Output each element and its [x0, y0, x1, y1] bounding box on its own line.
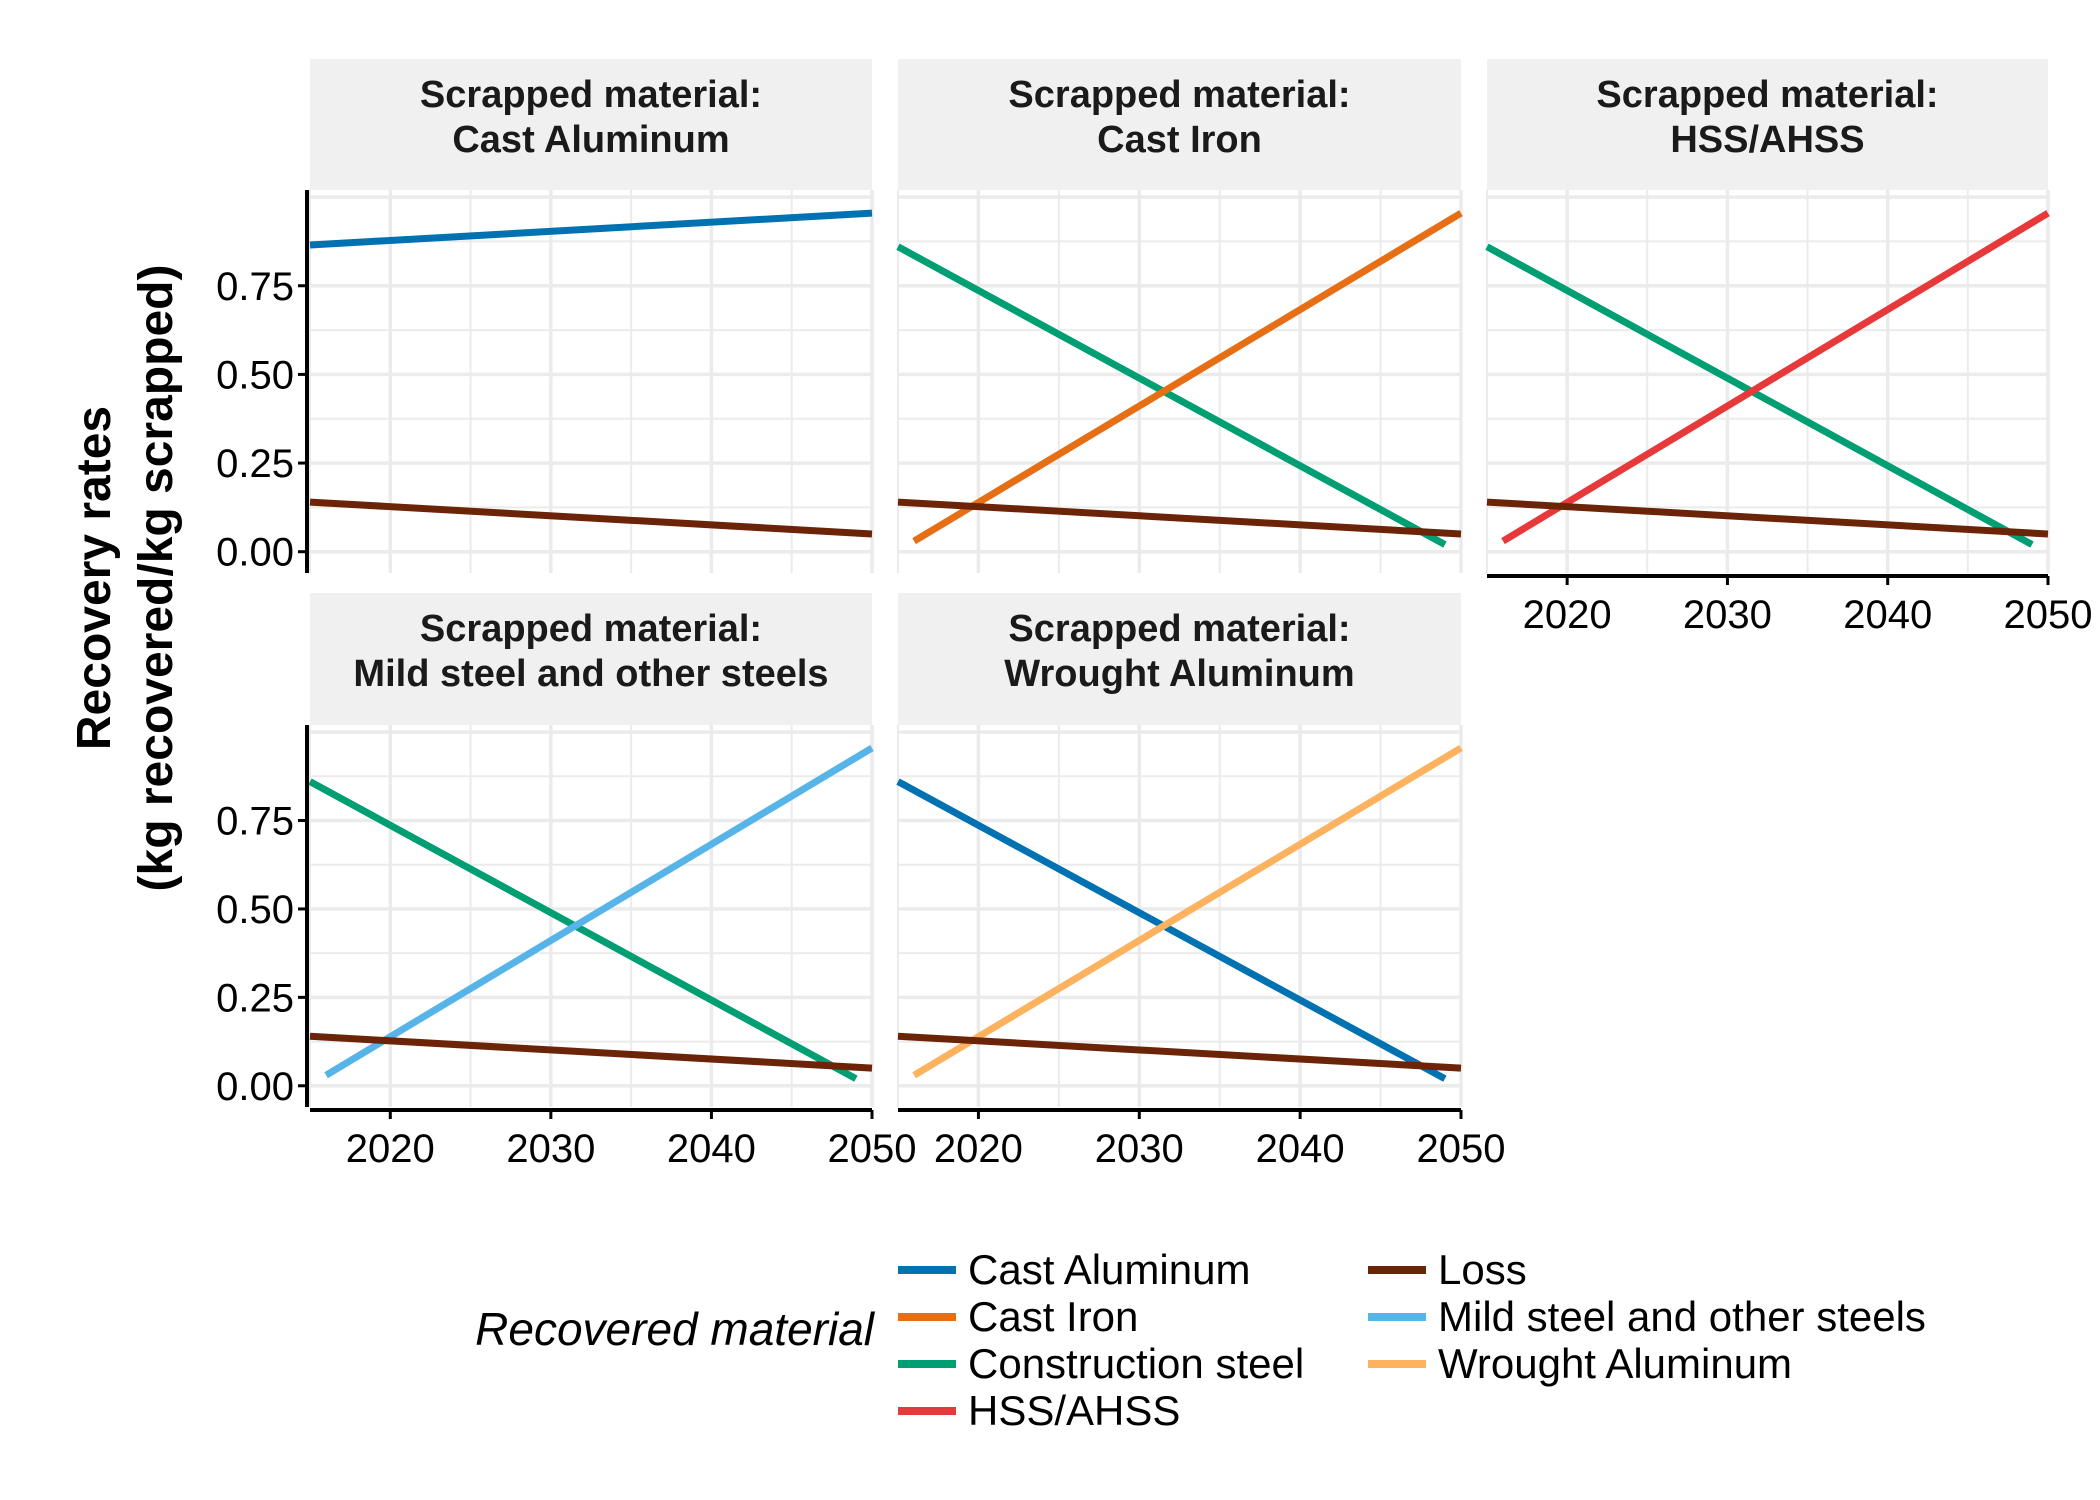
x-tick-label: 2030: [506, 1127, 595, 1171]
panel-4: Scrapped material:Mild steel and other s…: [216, 593, 916, 1171]
y-axis-label-line-1: Recovery rates: [68, 406, 121, 750]
x-tick-label: 2040: [1256, 1127, 1345, 1171]
x-tick-label: 2020: [1523, 593, 1612, 637]
series-line-loss: [309, 498, 873, 538]
series-line-cast-iron: [912, 210, 1463, 545]
legend-label: Loss: [1438, 1246, 1527, 1293]
facet-strip-label-line-2: Mild steel and other steels: [353, 653, 828, 695]
x-tick-label: 2030: [1095, 1127, 1184, 1171]
series-line-construction-steel: [308, 778, 858, 1082]
legend-label: Construction steel: [968, 1340, 1304, 1387]
series-line-loss: [309, 1032, 873, 1072]
y-tick-label: 0.50: [216, 353, 294, 397]
y-tick-label: 0.00: [216, 531, 294, 575]
series-line-wrought-aluminum: [912, 744, 1463, 1079]
facet-strip-label-line-2: Wrought Aluminum: [1004, 653, 1354, 695]
series-line-hss-ahss: [1501, 210, 2050, 545]
x-tick-label: 2050: [1417, 1127, 1506, 1171]
facet-strip: [310, 593, 872, 725]
y-tick-label: 0.75: [216, 265, 294, 309]
facet-strip: [310, 59, 872, 190]
facet-strip-label-line-2: Cast Iron: [1097, 119, 1262, 161]
y-axis: 0.00 0.25 0.50 0.75: [216, 190, 309, 575]
facet-strip-label-line-1: Scrapped material:: [1008, 74, 1350, 116]
legend-label: Mild steel and other steels: [1438, 1293, 1926, 1340]
y-tick-label: 0.00: [216, 1065, 294, 1109]
x-axis: 2020 2030 2040 2050: [898, 1108, 1506, 1171]
x-tick-label: 2040: [1843, 593, 1932, 637]
facet-strip-label-line-1: Scrapped material:: [420, 74, 762, 116]
series-line-loss: [897, 1032, 1462, 1072]
legend-label: Cast Iron: [968, 1293, 1138, 1340]
facet-strip-label-line-1: Scrapped material:: [420, 608, 762, 650]
facet-strip-label-line-2: Cast Aluminum: [452, 119, 729, 161]
y-axis-label-line-2: (kg recovered/kg scrapped): [130, 265, 183, 892]
x-tick-label: 2040: [667, 1127, 756, 1171]
series-line-construction-steel: [1485, 243, 2034, 548]
series-line-loss: [1486, 498, 2049, 538]
gridlines: [897, 725, 1463, 1107]
series-line-cast-aluminum: [309, 209, 873, 249]
legend-label: HSS/AHSS: [968, 1387, 1180, 1434]
x-axis: 2020 2030 2040 2050: [1487, 574, 2093, 637]
panel-1: Scrapped material:Cast Aluminum0.000.250…: [216, 59, 874, 575]
x-axis: 2020 2030 2040 2050: [310, 1108, 917, 1171]
chart-panels: Scrapped material:Cast Aluminum0.000.250…: [216, 59, 2092, 1171]
gridlines: [309, 190, 874, 573]
legend-label: Wrought Aluminum: [1438, 1340, 1792, 1387]
series-line-cast-aluminum: [896, 778, 1447, 1082]
facet-strip: [1487, 59, 2048, 190]
y-tick-label: 0.75: [216, 800, 294, 844]
x-tick-label: 2020: [934, 1127, 1023, 1171]
x-tick-label: 2050: [2004, 593, 2093, 637]
series-line-loss: [897, 498, 1462, 538]
y-axis: 0.00 0.25 0.50 0.75: [216, 725, 309, 1109]
facet-strip-label-line-1: Scrapped material:: [1008, 608, 1350, 650]
y-tick-label: 0.25: [216, 976, 294, 1020]
panel-2: Scrapped material:Cast Iron: [896, 59, 1463, 573]
gridlines: [897, 190, 1463, 573]
y-tick-label: 0.25: [216, 442, 294, 486]
facet-strip: [898, 593, 1461, 725]
x-tick-label: 2050: [828, 1127, 917, 1171]
facet-strip-label-line-1: Scrapped material:: [1596, 74, 1938, 116]
x-tick-label: 2020: [346, 1127, 435, 1171]
facet-strip-label-line-2: HSS/AHSS: [1670, 119, 1864, 161]
series-line-construction-steel: [896, 243, 1447, 548]
facet-strip: [898, 59, 1461, 190]
series-line-mild-steel-and-other-steels: [324, 744, 874, 1079]
x-tick-label: 2030: [1683, 593, 1772, 637]
legend-label: Cast Aluminum: [968, 1246, 1250, 1293]
legend-title: Recovered material: [475, 1303, 876, 1355]
y-tick-label: 0.50: [216, 888, 294, 932]
